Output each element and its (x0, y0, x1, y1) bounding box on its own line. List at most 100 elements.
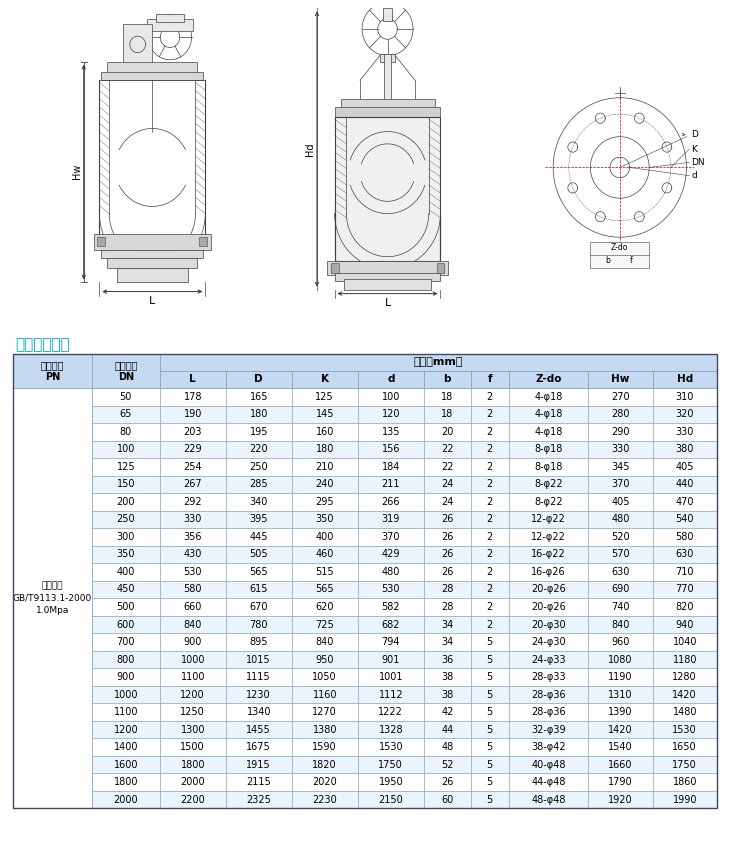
Text: 1001: 1001 (379, 672, 403, 682)
Bar (92, 423, 160, 441)
Text: 12-φ22: 12-φ22 (531, 514, 566, 525)
Text: 5: 5 (487, 637, 493, 647)
Bar (471, 493, 509, 511)
Text: 2230: 2230 (312, 795, 337, 805)
Bar (331, 263, 339, 273)
Bar (92, 756, 160, 773)
Text: 1390: 1390 (608, 707, 633, 717)
Bar (588, 370, 653, 388)
Bar (160, 458, 226, 475)
Bar (588, 493, 653, 511)
Text: 330: 330 (675, 427, 694, 437)
Bar (588, 563, 653, 581)
Text: 395: 395 (250, 514, 268, 525)
Bar (101, 250, 203, 258)
Text: 1380: 1380 (312, 724, 337, 734)
Text: 1915: 1915 (247, 760, 271, 770)
Text: 840: 840 (315, 637, 334, 647)
Bar (471, 511, 509, 528)
Bar (160, 686, 226, 703)
Text: 350: 350 (315, 514, 334, 525)
Text: d: d (387, 374, 394, 385)
Bar (160, 528, 226, 546)
Text: 840: 840 (183, 620, 202, 629)
Text: Hw: Hw (611, 374, 630, 385)
Bar (358, 756, 424, 773)
Text: 250: 250 (117, 514, 135, 525)
Bar (424, 563, 471, 581)
Text: 565: 565 (315, 584, 334, 594)
Text: 1000: 1000 (114, 689, 138, 700)
Text: 2: 2 (487, 427, 493, 437)
Bar (653, 528, 717, 546)
Bar (13, 354, 717, 808)
Text: 580: 580 (183, 584, 202, 594)
Bar (292, 563, 358, 581)
Text: 200: 200 (117, 497, 135, 507)
Bar (653, 581, 717, 599)
Text: 5: 5 (487, 707, 493, 717)
Text: 20-φ26: 20-φ26 (531, 584, 566, 594)
Bar (160, 668, 226, 686)
Bar (509, 651, 588, 668)
Text: 285: 285 (250, 480, 268, 489)
Text: 2: 2 (487, 392, 493, 402)
Text: D: D (691, 130, 698, 139)
Text: 1675: 1675 (246, 742, 271, 752)
Bar (424, 423, 471, 441)
Bar (226, 423, 292, 441)
Text: 1480: 1480 (672, 707, 697, 717)
Bar (471, 406, 509, 423)
Text: 5: 5 (487, 795, 493, 805)
Bar (92, 511, 160, 528)
Text: 1160: 1160 (312, 689, 337, 700)
Bar (160, 791, 226, 808)
Text: 660: 660 (183, 602, 202, 612)
Text: 780: 780 (250, 620, 268, 629)
Text: 630: 630 (675, 549, 694, 559)
Bar (653, 423, 717, 441)
Text: 960: 960 (611, 637, 630, 647)
Text: 2: 2 (487, 497, 493, 507)
Bar (358, 511, 424, 528)
Bar (226, 370, 292, 388)
Text: 法兰标准
GB/T9113.1-2000
1.0Mpa: 法兰标准 GB/T9113.1-2000 1.0Mpa (13, 582, 92, 616)
Text: 34: 34 (441, 637, 453, 647)
Bar (588, 423, 653, 441)
Text: 211: 211 (382, 480, 400, 489)
Text: 240: 240 (315, 480, 334, 489)
Text: 430: 430 (183, 549, 202, 559)
Bar (653, 773, 717, 791)
Bar (471, 581, 509, 599)
Text: 28-φ33: 28-φ33 (531, 672, 566, 682)
Bar (509, 388, 588, 406)
Bar (292, 721, 358, 739)
Bar (653, 616, 717, 633)
Text: 100: 100 (382, 392, 400, 402)
Bar (160, 581, 226, 599)
Bar (358, 406, 424, 423)
Bar (92, 599, 160, 616)
Bar (292, 756, 358, 773)
Text: 1600: 1600 (114, 760, 138, 770)
Bar (226, 773, 292, 791)
Text: 440: 440 (675, 480, 694, 489)
Bar (653, 791, 717, 808)
Bar (358, 563, 424, 581)
Text: 2: 2 (487, 620, 493, 629)
Text: 2: 2 (487, 444, 493, 454)
Text: 350: 350 (117, 549, 135, 559)
Text: 52: 52 (441, 760, 453, 770)
Bar (358, 546, 424, 563)
Bar (92, 791, 160, 808)
Text: 1420: 1420 (608, 724, 633, 734)
Text: 310: 310 (675, 392, 694, 402)
Text: 900: 900 (183, 637, 202, 647)
Text: 4-φ18: 4-φ18 (534, 427, 563, 437)
Bar (292, 791, 358, 808)
Bar (380, 53, 396, 62)
Bar (471, 616, 509, 633)
Bar (509, 370, 588, 388)
Bar (653, 388, 717, 406)
Text: K: K (320, 374, 329, 385)
